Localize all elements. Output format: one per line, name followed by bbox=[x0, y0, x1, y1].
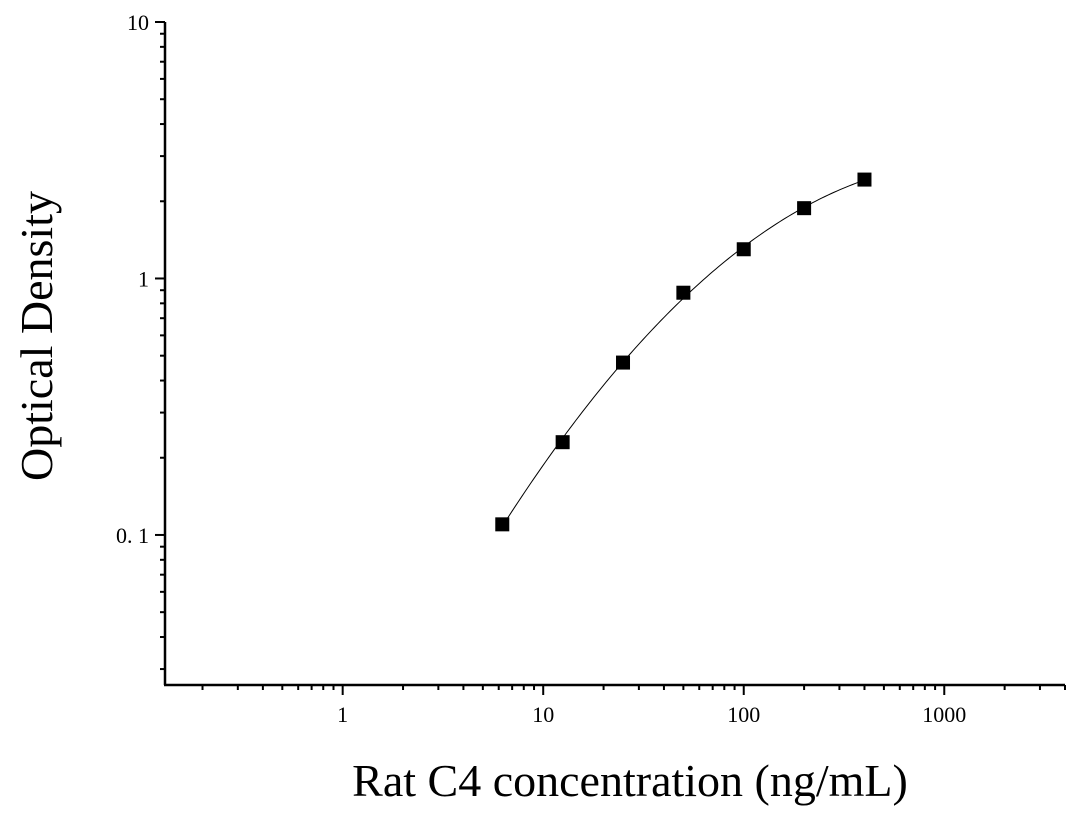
x-tick-label: 100 bbox=[727, 702, 760, 727]
data-point bbox=[797, 201, 812, 216]
tick-labels: 1 10 100 1000 0. 1 1 10 bbox=[116, 10, 966, 727]
data-point bbox=[857, 172, 872, 187]
y-axis-title: Optical Density bbox=[11, 191, 62, 481]
data-point bbox=[676, 285, 691, 300]
data-point bbox=[495, 517, 510, 532]
y-tick-label: 0. 1 bbox=[116, 523, 149, 548]
ticks bbox=[155, 21, 1066, 695]
data-point bbox=[555, 435, 570, 450]
data-points bbox=[495, 172, 872, 532]
y-tick-label: 1 bbox=[138, 266, 149, 291]
x-tick-label: 1 bbox=[337, 702, 348, 727]
data-point bbox=[736, 242, 751, 257]
y-tick-label: 10 bbox=[127, 10, 149, 35]
axes bbox=[163, 22, 1065, 687]
fit-curve bbox=[499, 179, 865, 530]
x-tick-label: 10 bbox=[532, 702, 554, 727]
x-tick-label: 1000 bbox=[922, 702, 966, 727]
data-point bbox=[616, 355, 631, 370]
x-axis-title: Rat C4 concentration (ng/mL) bbox=[352, 755, 908, 806]
